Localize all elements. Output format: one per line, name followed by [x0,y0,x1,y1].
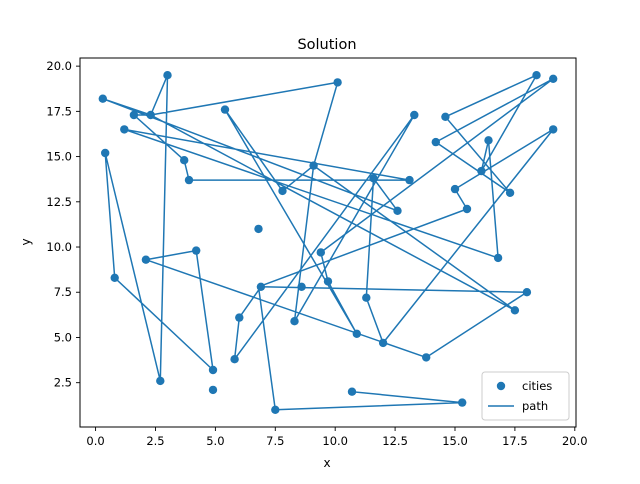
city-point [146,110,155,120]
city-point [431,137,440,147]
city-point [441,112,450,122]
city-point [352,329,361,338]
city-point [549,74,558,84]
city-point [493,253,503,263]
y-tick-label: 7.5 [54,285,72,299]
y-tick-label: 10.0 [46,240,72,254]
city-point [271,405,280,414]
city-point [405,175,414,185]
city-point [129,110,139,120]
x-axis-label: x [323,456,330,470]
city-point [484,136,493,145]
x-tick-label: 17.5 [502,434,528,448]
city-point [378,338,388,348]
city-point [369,174,378,183]
city-point [101,148,110,158]
city-point [510,306,520,315]
city-point [422,353,431,362]
y-tick-label: 12.5 [46,195,72,209]
legend-cities-label: cities [522,379,552,393]
x-tick-label: 2.5 [146,434,164,448]
axes-frame [79,57,577,428]
city-point [220,105,230,114]
city-point [549,125,558,134]
axis-ticks: 0.0 2.5 5.0 7.5 10.0 12.5 15.0 17.5 20.0 2.5 5.0 7.… [46,59,587,448]
city-point [393,206,402,215]
city-point [98,94,108,103]
x-tick-label: 20.0 [562,434,588,448]
legend-path-label: path [522,399,548,413]
city-point [180,156,189,165]
city-point [462,204,472,214]
city-point [254,224,263,234]
city-point [208,385,218,395]
y-tick-label: 2.5 [54,376,72,390]
x-tick-label: 0.0 [86,434,104,448]
city-point [532,71,541,80]
city-point [163,71,172,80]
city-point [505,188,515,197]
city-point [230,355,239,364]
x-tick-label: 12.5 [382,434,408,448]
city-point [290,317,299,326]
legend-cities-marker [496,381,506,391]
y-tick-label: 5.0 [54,330,72,344]
city-point [184,175,194,185]
y-tick-label: 20.0 [46,59,72,73]
city-point [192,246,201,255]
city-point [450,184,460,194]
city-point [333,78,342,87]
x-tick-label: 15.0 [442,434,468,448]
legend: cities path [481,371,570,421]
city-point [110,273,119,282]
city-point [347,387,357,396]
city-point [309,161,318,170]
city-point [458,398,467,407]
city-point [120,125,129,134]
y-axis-label: y [19,238,33,245]
city-point [323,277,333,286]
city-point [278,186,287,196]
city-point [297,282,306,291]
city-point [410,110,419,120]
city-point [156,376,165,386]
chart-title: Solution [297,37,356,53]
city-point [208,365,218,375]
x-tick-label: 7.5 [266,434,284,448]
city-point [522,288,532,297]
y-tick-label: 17.5 [46,104,72,118]
city-point [477,166,486,176]
city-point [256,282,266,291]
city-point [316,248,325,257]
x-tick-label: 10.0 [322,434,348,448]
city-point [141,255,151,264]
city-point [235,313,244,322]
x-tick-label: 5.0 [206,434,224,448]
plot-area [98,71,558,414]
y-tick-label: 15.0 [46,150,72,164]
city-point [362,293,371,302]
